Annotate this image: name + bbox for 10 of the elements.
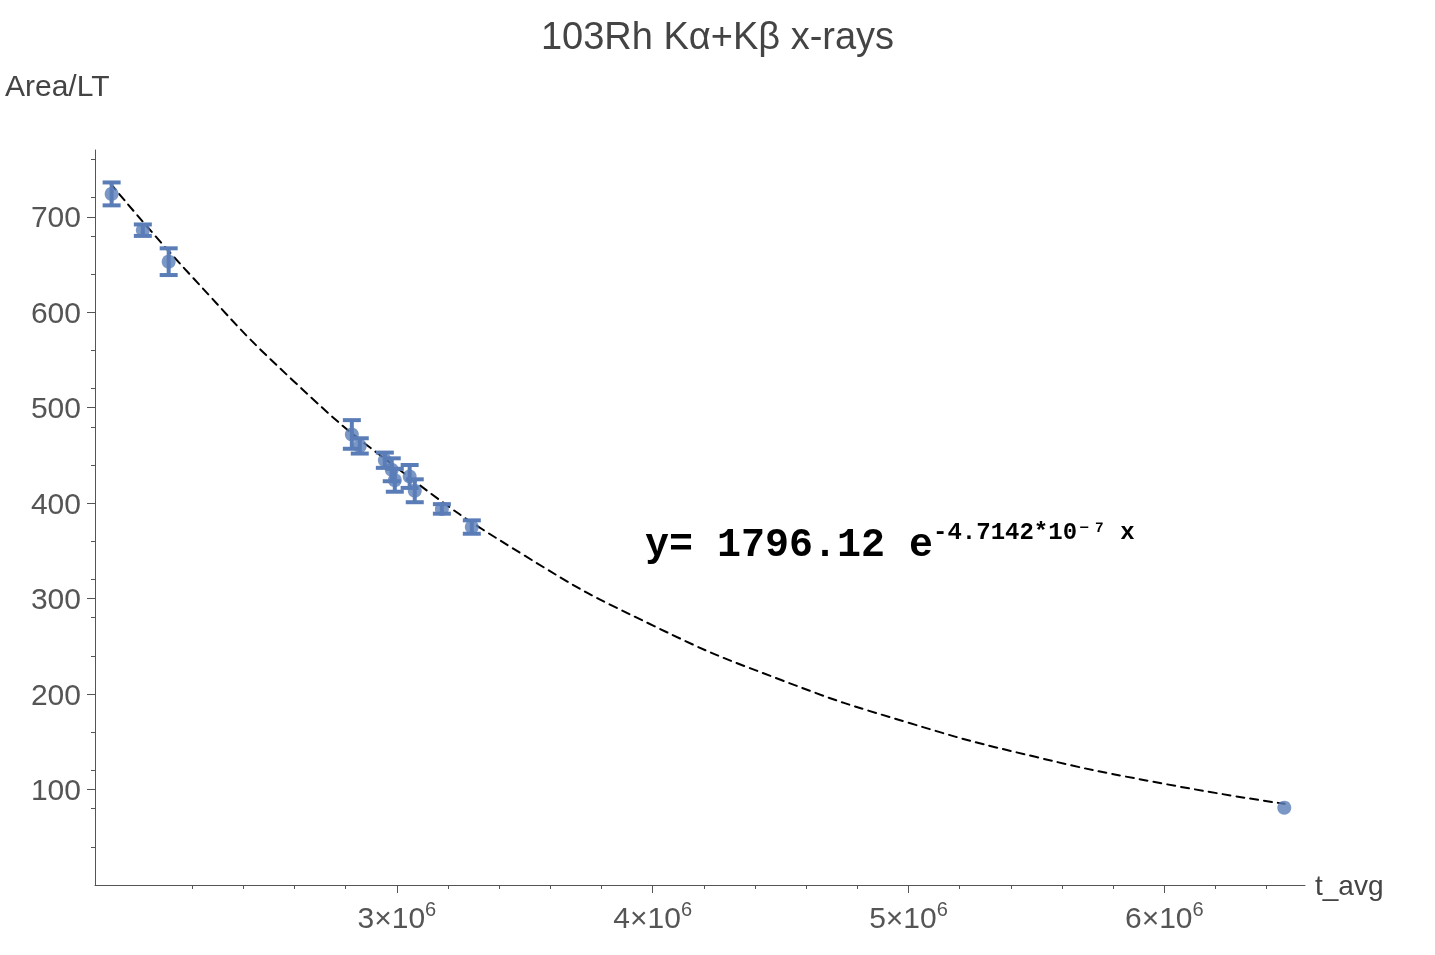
y-tick-label: 300 xyxy=(30,582,81,616)
x-axis-title: t_avg xyxy=(1315,869,1384,901)
y-tick-label: 100 xyxy=(30,773,81,807)
y-axis-title: Area/LT xyxy=(5,68,110,102)
y-tick-label: 700 xyxy=(30,200,81,234)
y-tick-label: 200 xyxy=(30,677,81,711)
y-tick-label: 500 xyxy=(30,391,81,425)
chart-title: 103Rh Kα+Kβ x-rays xyxy=(540,15,895,57)
y-tick-label: 600 xyxy=(30,295,81,329)
y-tick-label: 400 xyxy=(30,486,81,520)
